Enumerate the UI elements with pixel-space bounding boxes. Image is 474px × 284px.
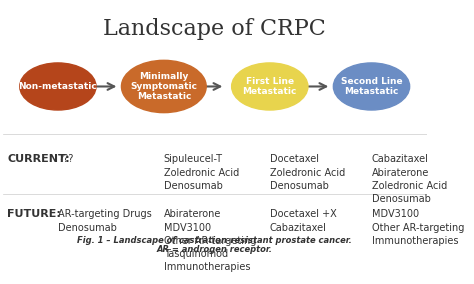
Text: FUTURE:: FUTURE: [7,209,61,220]
Text: Docetaxel
Zoledronic Acid
Denosumab: Docetaxel Zoledronic Acid Denosumab [270,154,345,191]
Circle shape [232,63,308,110]
Text: Fig. 1 – Landscape of castration-resistant prostate cancer.: Fig. 1 – Landscape of castration-resista… [77,236,352,245]
Text: Second Line
Metastatic: Second Line Metastatic [341,77,402,96]
Text: MDV3100
Other AR-targeting
Immunotherapies: MDV3100 Other AR-targeting Immunotherapi… [372,209,464,246]
Text: First Line
Metastatic: First Line Metastatic [243,77,297,96]
Text: Docetaxel +X
Cabazitaxel: Docetaxel +X Cabazitaxel [270,209,337,233]
Text: AR-targeting Drugs
Denosumab: AR-targeting Drugs Denosumab [58,209,152,233]
Text: ???: ??? [58,154,73,164]
Circle shape [20,63,96,110]
Text: CURRENT:: CURRENT: [7,154,70,164]
Circle shape [121,60,206,113]
Text: Abiraterone
MDV3100
Other AR-targeting
Tasquinomod
Immunotherapies: Abiraterone MDV3100 Other AR-targeting T… [164,209,256,272]
Text: AR = androgen receptor.: AR = androgen receptor. [157,245,273,254]
Text: Sipuleucel-T
Zoledronic Acid
Denosumab: Sipuleucel-T Zoledronic Acid Denosumab [164,154,239,191]
Circle shape [333,63,410,110]
Text: Minimally
Symptomatic
Metastatic: Minimally Symptomatic Metastatic [130,72,197,101]
Text: Landscape of CRPC: Landscape of CRPC [103,18,326,41]
Text: Cabazitaxel
Abiraterone
Zoledronic Acid
Denosumab: Cabazitaxel Abiraterone Zoledronic Acid … [372,154,447,204]
Text: Non-metastatic: Non-metastatic [18,82,97,91]
